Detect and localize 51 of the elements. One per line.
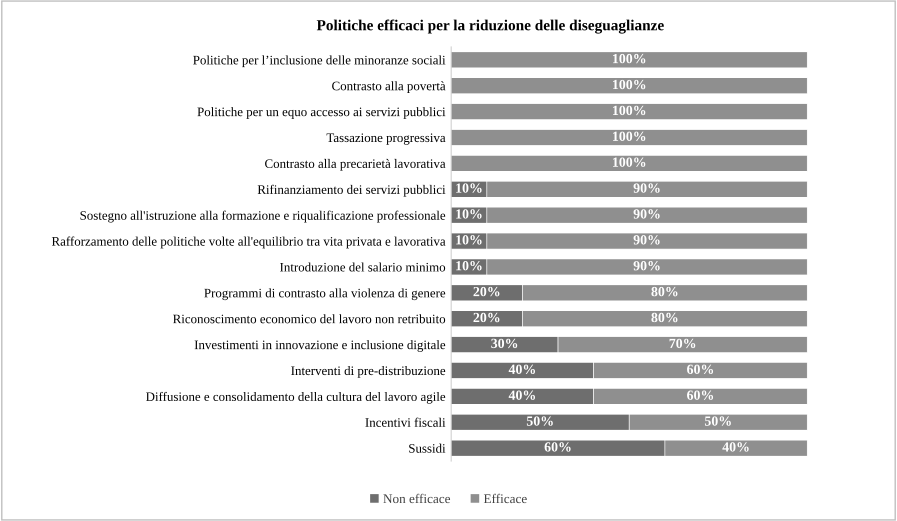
data-label: 80% xyxy=(651,312,678,322)
data-label: 10% xyxy=(456,235,482,245)
data-label: 40% xyxy=(508,390,535,400)
data-label: 60% xyxy=(544,442,571,452)
y-tick-label: Sostegno all'istruzione alla formazione e riqualificazione professionale xyxy=(80,210,446,222)
data-label: 80% xyxy=(651,286,678,296)
bar xyxy=(451,51,808,68)
y-tick-label: Contrasto alla povertà xyxy=(332,81,446,93)
data-label: 20% xyxy=(473,312,500,322)
y-tick-label: Diffusione e consolidamento della cultura del lavoro agile xyxy=(146,392,446,404)
y-tick-label: Contrasto alla precarietà lavorativa xyxy=(265,158,446,171)
y-tick-label: Politiche per l’inclusione delle minoranze sociali xyxy=(193,55,446,68)
y-tick-label: Riconoscimento economico del lavoro non retribuito xyxy=(173,314,446,324)
y-tick-label: Rifinanziamento dei servizi pubblici xyxy=(258,184,446,197)
bar xyxy=(451,77,808,94)
y-tick-label: Tassazione progressiva xyxy=(326,133,446,145)
data-label: 60% xyxy=(687,390,714,400)
data-label: 90% xyxy=(634,235,660,245)
chart-title: Politiche efficaci per la riduzione delle diseguaglianze xyxy=(316,19,664,34)
y-tick-label: Introduzione del salario minimo xyxy=(280,262,446,272)
y-tick-label: Investimenti in innovazione e inclusione digitale xyxy=(194,340,446,352)
data-label: 40% xyxy=(508,364,535,374)
y-tick-label: Programmi di contrasto alla violenza di genere xyxy=(204,288,446,300)
bar xyxy=(451,155,808,172)
data-label: 60% xyxy=(687,364,714,374)
y-tick-label: Incentivi fiscali xyxy=(365,418,446,427)
data-label: 90% xyxy=(634,183,660,193)
data-label: 10% xyxy=(456,183,482,193)
legend-label: Efficace xyxy=(484,494,527,504)
data-label: 100% xyxy=(613,80,646,90)
data-label: 90% xyxy=(634,261,660,270)
data-label: 100% xyxy=(613,132,646,142)
data-label: 20% xyxy=(473,286,500,296)
y-tick-label: Politiche per un equo accesso ai servizi pubblici xyxy=(197,107,446,119)
y-tick-label: Sussidi xyxy=(409,444,446,453)
data-label: 50% xyxy=(704,416,731,426)
data-label: 100% xyxy=(613,54,646,64)
data-label: 40% xyxy=(722,442,749,452)
data-label: 30% xyxy=(491,338,518,348)
data-label: 50% xyxy=(526,416,553,426)
data-label: 70% xyxy=(670,338,696,348)
y-tick-label: Rafforzamento delle politiche volte all'equilibrio tra vita privata e lavorativa xyxy=(52,236,446,248)
legend-label: Non efficace xyxy=(383,494,450,504)
data-label: 90% xyxy=(634,209,660,219)
data-label: 100% xyxy=(613,106,646,116)
bar xyxy=(451,129,808,146)
data-label: 10% xyxy=(456,261,482,270)
bar xyxy=(451,103,808,120)
data-label: 100% xyxy=(613,157,646,167)
data-label: 10% xyxy=(456,209,482,219)
y-tick-label: Interventi di pre-distribuzione xyxy=(291,366,446,378)
